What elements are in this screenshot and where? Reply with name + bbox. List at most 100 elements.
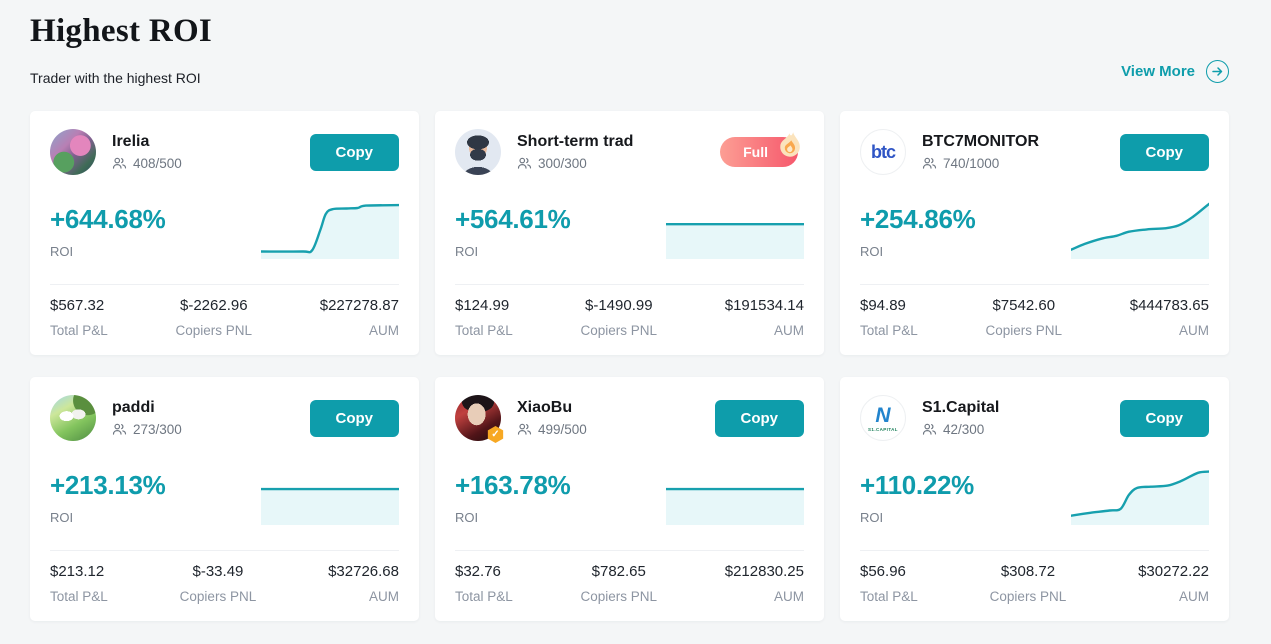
full-badge-label: Full bbox=[743, 144, 768, 160]
trader-avatar[interactable]: ✓ bbox=[455, 395, 504, 443]
roi-sparkline-chart bbox=[666, 487, 804, 525]
stat-label: Copiers PNL bbox=[179, 589, 257, 604]
trader-name[interactable]: S1.Capital bbox=[922, 399, 1000, 416]
roi-sparkline-chart bbox=[1071, 470, 1209, 525]
trader-meta: Irelia 408/500 bbox=[112, 133, 310, 171]
trader-avatar-image[interactable] bbox=[50, 395, 96, 441]
trader-avatar[interactable] bbox=[50, 129, 96, 175]
trader-meta: S1.Capital 42/300 bbox=[922, 399, 1120, 437]
stat-value: $30272.22 bbox=[1138, 563, 1209, 580]
stat-label: Copiers PNL bbox=[989, 589, 1067, 604]
view-more-label[interactable]: View More bbox=[1121, 63, 1195, 80]
roi-text-block: +110.22% ROI bbox=[860, 467, 1209, 525]
avatar-logo-text: N bbox=[875, 403, 891, 427]
stat-label: AUM bbox=[368, 589, 399, 604]
arrow-right-icon[interactable] bbox=[1206, 60, 1229, 83]
card-header: N S1.CAPITAL S1.Capital 42/300 bbox=[860, 395, 1209, 441]
stat-copiers-pnl: $-1490.99 Copiers PNL bbox=[581, 297, 658, 338]
trader-avatar-image[interactable]: N S1.CAPITAL bbox=[860, 395, 906, 441]
trader-meta: XiaoBu 499/500 bbox=[517, 399, 715, 437]
stat-total-pnl: $124.99 Total P&L bbox=[455, 297, 513, 338]
stat-label: AUM bbox=[1178, 589, 1209, 604]
trader-name[interactable]: Irelia bbox=[112, 133, 150, 150]
stat-label: Total P&L bbox=[455, 323, 513, 338]
stat-label: Total P&L bbox=[455, 589, 513, 604]
copier-count-row: 300/300 bbox=[517, 156, 720, 171]
card-action-area: Copy bbox=[1119, 399, 1209, 437]
card-action-area: Copy bbox=[1119, 133, 1209, 171]
roi-text-block: +213.13% ROI bbox=[50, 467, 399, 525]
trader-meta: paddi 273/300 bbox=[112, 399, 310, 437]
copiers-icon bbox=[922, 157, 937, 169]
page-subtitle: Trader with the highest ROI bbox=[30, 70, 201, 86]
card-action-area: Copy bbox=[309, 399, 399, 437]
stat-label: Total P&L bbox=[50, 589, 108, 604]
copier-count-row: 408/500 bbox=[112, 156, 310, 171]
stat-value: $567.32 bbox=[50, 297, 105, 314]
roi-label: ROI bbox=[455, 510, 479, 525]
cards-grid: Irelia 408/500 Copy +644.68% bbox=[0, 86, 1271, 644]
stat-value: $-33.49 bbox=[192, 563, 244, 580]
stat-aum: $32726.68 AUM bbox=[328, 563, 399, 604]
stat-value: $212830.25 bbox=[724, 563, 804, 580]
trader-avatar[interactable]: btc bbox=[860, 129, 906, 175]
avatar-logo-caption: S1.CAPITAL bbox=[868, 426, 898, 432]
card-header: Irelia 408/500 Copy bbox=[50, 129, 399, 175]
trader-avatar-image[interactable] bbox=[50, 129, 96, 175]
copy-button[interactable]: Copy bbox=[309, 133, 399, 171]
roi-label: ROI bbox=[860, 510, 884, 525]
roi-label: ROI bbox=[860, 244, 884, 259]
stat-total-pnl: $94.89 Total P&L bbox=[860, 297, 918, 338]
stat-value: $-1490.99 bbox=[584, 297, 653, 314]
stats-row: $32.76 Total P&L $782.65 Copiers PNL $21… bbox=[455, 563, 804, 604]
card-header: ✓ XiaoBu 499/500 Copy bbox=[455, 395, 804, 443]
stat-copiers-pnl: $-33.49 Copiers PNL bbox=[180, 563, 257, 604]
trader-card: Irelia 408/500 Copy +644.68% bbox=[30, 111, 419, 355]
stat-aum: $227278.87 AUM bbox=[320, 297, 399, 338]
roi-value: +564.61% bbox=[455, 204, 571, 234]
copier-count-row: 273/300 bbox=[112, 422, 310, 437]
copy-button[interactable]: Copy bbox=[309, 399, 399, 437]
trader-name[interactable]: Short-term trad bbox=[517, 133, 634, 150]
view-more-link[interactable]: View More bbox=[1121, 60, 1229, 83]
copy-button[interactable]: Copy bbox=[1119, 133, 1209, 171]
copy-button[interactable]: Copy bbox=[1119, 399, 1209, 437]
stat-aum: $444783.65 AUM bbox=[1130, 297, 1209, 338]
divider bbox=[860, 550, 1209, 551]
stat-label: Copiers PNL bbox=[580, 589, 658, 604]
roi-label: ROI bbox=[50, 510, 74, 525]
trader-avatar-image[interactable]: btc bbox=[860, 129, 906, 175]
roi-sparkline-chart bbox=[261, 203, 399, 259]
card-header: Short-term trad 300/300 Full bbox=[455, 129, 804, 175]
card-action-area: Full bbox=[720, 132, 804, 167]
copiers-count: 300/300 bbox=[538, 156, 587, 171]
trader-name[interactable]: XiaoBu bbox=[517, 399, 573, 416]
trader-meta: Short-term trad 300/300 bbox=[517, 133, 720, 171]
copier-count-row: 42/300 bbox=[922, 422, 1120, 437]
stats-row: $567.32 Total P&L $-2262.96 Copiers PNL … bbox=[50, 297, 399, 338]
copiers-count: 42/300 bbox=[943, 422, 985, 437]
roi-section: +564.61% ROI bbox=[455, 201, 804, 259]
stat-total-pnl: $567.32 Total P&L bbox=[50, 297, 108, 338]
divider bbox=[455, 284, 804, 285]
stat-value: $191534.14 bbox=[724, 297, 804, 314]
trader-card: btc BTC7MONITOR 740/1000 bbox=[840, 111, 1229, 355]
trader-name[interactable]: paddi bbox=[112, 399, 155, 416]
divider bbox=[50, 284, 399, 285]
copy-button[interactable]: Copy bbox=[714, 399, 804, 437]
copiers-icon bbox=[517, 423, 532, 435]
roi-text-block: +254.86% ROI bbox=[860, 201, 1209, 259]
trader-avatar[interactable] bbox=[455, 129, 501, 175]
copier-count-row: 740/1000 bbox=[922, 156, 1120, 171]
stats-row: $213.12 Total P&L $-33.49 Copiers PNL $3… bbox=[50, 563, 399, 604]
trader-card: ✓ XiaoBu 499/500 Copy bbox=[435, 377, 824, 621]
trader-avatar-image[interactable] bbox=[455, 129, 501, 175]
stat-total-pnl: $32.76 Total P&L bbox=[455, 563, 513, 604]
trader-avatar[interactable]: N S1.CAPITAL bbox=[860, 395, 906, 441]
trader-name[interactable]: BTC7MONITOR bbox=[922, 133, 1040, 150]
trader-avatar[interactable] bbox=[50, 395, 96, 441]
stat-aum: $212830.25 AUM bbox=[725, 563, 804, 604]
roi-value: +254.86% bbox=[860, 204, 976, 234]
page-title: Highest ROI bbox=[30, 13, 213, 49]
stat-value: $213.12 bbox=[50, 563, 105, 580]
